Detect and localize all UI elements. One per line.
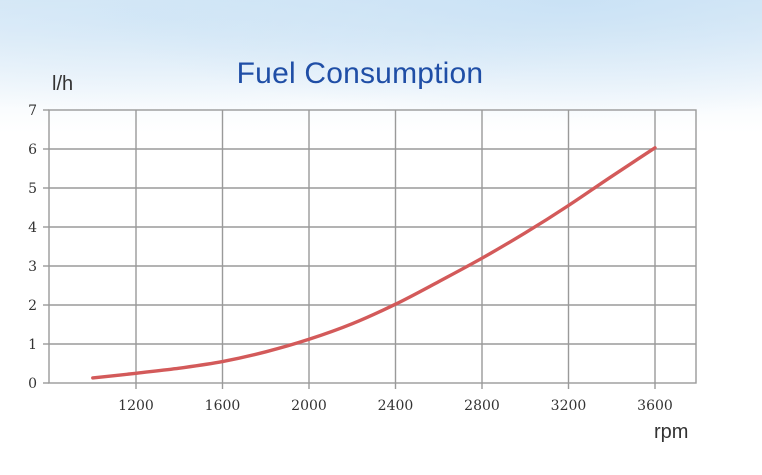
x-tick-label: 2800 (464, 398, 500, 414)
x-tick-label: 2000 (291, 398, 327, 414)
y-tick-label: 6 (28, 142, 37, 158)
x-tick-label: 2400 (378, 398, 414, 414)
y-tick-label: 3 (28, 259, 37, 275)
x-tick-label: 1600 (205, 398, 241, 414)
y-tick-label: 2 (28, 298, 37, 314)
series-line-fuel (91, 146, 657, 380)
chart-title: Fuel Consumption (236, 57, 484, 90)
y-tick-label: 5 (28, 181, 37, 197)
y-tick-label: 1 (28, 337, 37, 353)
x-tick-label: 3600 (637, 398, 673, 414)
y-tick-label: 4 (28, 220, 37, 236)
x-tick-label: 3200 (551, 398, 587, 414)
plot-frame (48, 109, 697, 384)
y-tick-label: 7 (28, 103, 37, 119)
y-axis-label: l/h (52, 73, 74, 95)
x-axis-label: rpm (654, 421, 689, 443)
x-tick-label: 1200 (118, 398, 154, 414)
y-tick-label: 0 (28, 376, 37, 392)
